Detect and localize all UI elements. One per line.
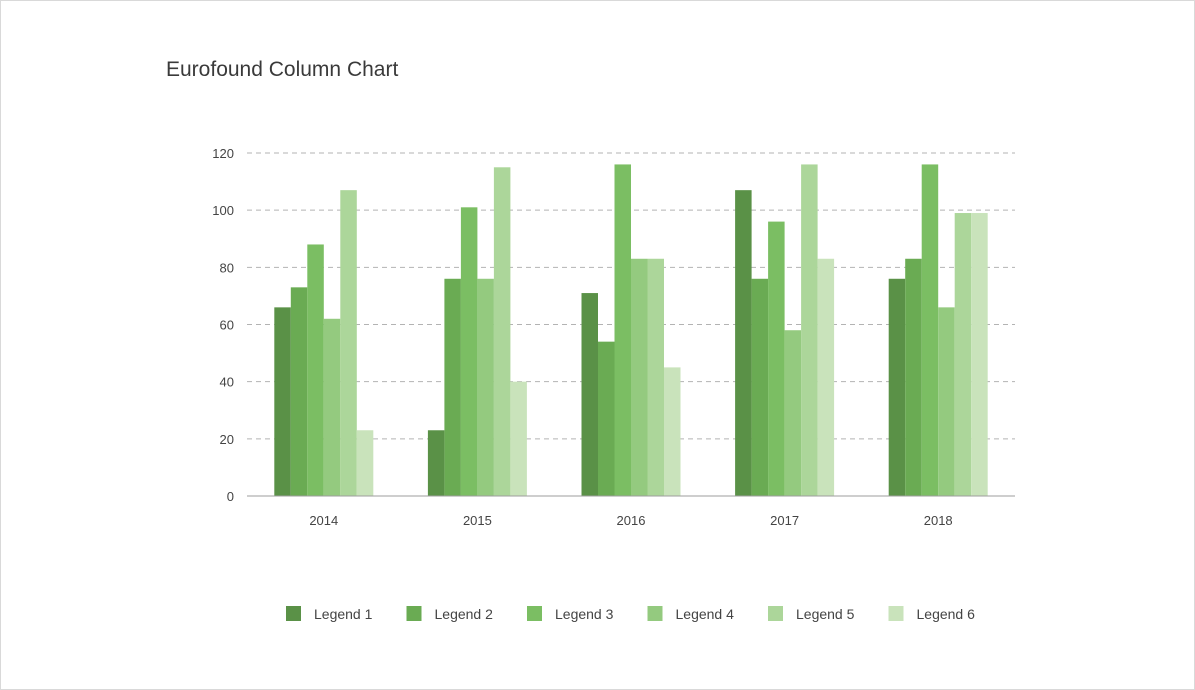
legend-swatch	[286, 606, 301, 621]
bar	[274, 307, 291, 496]
legend-label: Legend 6	[917, 606, 976, 622]
y-tick-label: 80	[220, 260, 234, 275]
bar	[784, 330, 802, 496]
legend-label: Legend 5	[796, 606, 855, 622]
legend-item: Legend 5	[768, 606, 855, 622]
bar	[598, 341, 615, 496]
bar	[307, 244, 324, 496]
legend: Legend 1 Legend 2 Legend 3 Legend 4 Legend 5…	[286, 606, 975, 622]
x-axis-ticks: 2014 2015 2016 2017 2018	[309, 513, 952, 528]
legend-swatch	[647, 606, 663, 621]
legend-item: Legend 4	[647, 606, 735, 622]
x-tick-label: 2014	[309, 513, 338, 528]
bar	[427, 430, 445, 496]
bar	[954, 213, 972, 496]
bar	[493, 167, 511, 497]
y-tick-label: 120	[212, 146, 234, 161]
legend-label: Legend 1	[314, 606, 373, 622]
legend-label: Legend 4	[676, 606, 735, 622]
gridlines	[247, 152, 1015, 440]
bar	[460, 207, 478, 496]
legend-item: Legend 3	[527, 606, 614, 622]
chart-title: Eurofound Column Chart	[166, 58, 399, 81]
legend-swatch	[888, 606, 904, 621]
x-tick-label: 2015	[463, 513, 492, 528]
y-tick-label: 0	[227, 489, 234, 504]
bar	[664, 367, 681, 497]
bar	[888, 278, 906, 496]
y-axis-ticks: 0 20 40 60 80 100 120	[212, 146, 234, 504]
x-tick-label: 2017	[770, 513, 799, 528]
legend-item: Legend 2	[406, 606, 494, 622]
bar	[971, 213, 988, 496]
x-tick-label: 2018	[924, 513, 953, 528]
legend-swatch	[527, 606, 542, 621]
bar	[735, 190, 752, 496]
legend-label: Legend 2	[435, 606, 494, 622]
bar	[340, 190, 357, 496]
bar	[768, 221, 785, 496]
y-tick-label: 60	[220, 318, 234, 333]
bar	[631, 258, 648, 496]
bar	[817, 258, 835, 496]
bar	[938, 307, 955, 496]
y-tick-label: 20	[220, 432, 234, 447]
bar	[323, 318, 341, 496]
bar	[356, 430, 374, 496]
bar	[647, 258, 664, 496]
y-tick-label: 100	[212, 203, 234, 218]
bars	[274, 164, 988, 497]
bar	[751, 278, 769, 496]
bar	[581, 293, 598, 496]
x-tick-label: 2016	[617, 513, 646, 528]
bar	[444, 278, 461, 496]
legend-item: Legend 1	[286, 606, 373, 622]
bar	[477, 278, 494, 496]
legend-label: Legend 3	[555, 606, 614, 622]
y-tick-label: 40	[220, 375, 234, 390]
bar	[614, 164, 631, 496]
bar	[905, 258, 922, 496]
bar	[510, 381, 527, 496]
legend-item: Legend 6	[888, 606, 976, 622]
legend-swatch	[768, 606, 783, 621]
bar	[801, 164, 818, 496]
bar	[290, 287, 308, 496]
bar	[921, 164, 939, 496]
legend-swatch	[406, 606, 422, 621]
